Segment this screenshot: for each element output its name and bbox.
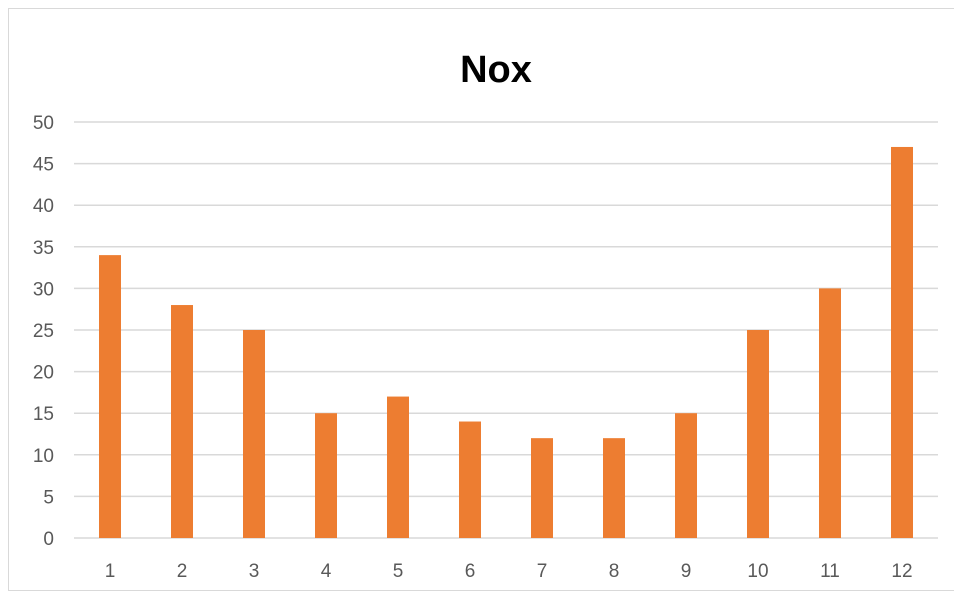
y-tick-label: 0	[43, 529, 54, 550]
y-tick-label: 20	[33, 363, 54, 384]
x-tick-label: 2	[177, 561, 188, 582]
bar-12	[891, 146, 913, 538]
bar-5	[387, 396, 409, 538]
x-tick-label: 10	[747, 561, 768, 582]
bar-7	[531, 438, 553, 538]
y-tick-label: 10	[33, 446, 54, 467]
y-tick-label: 50	[33, 113, 54, 134]
bar-11	[819, 288, 841, 538]
x-tick-label: 3	[249, 561, 260, 582]
bar-9	[675, 413, 697, 538]
y-tick-label: 5	[43, 487, 54, 508]
bar-2	[171, 305, 193, 538]
x-tick-label: 5	[393, 561, 404, 582]
bar-10	[747, 330, 769, 538]
x-tick-label: 8	[609, 561, 620, 582]
y-tick-label: 45	[33, 155, 54, 176]
y-tick-label: 35	[33, 238, 54, 259]
y-tick-label: 40	[33, 196, 54, 217]
x-tick-label: 7	[537, 561, 548, 582]
x-tick-label: 6	[465, 561, 476, 582]
bar-1	[99, 255, 121, 538]
gridlines	[74, 121, 938, 539]
bar-6	[459, 421, 481, 538]
bar-3	[243, 330, 265, 538]
y-tick-label: 30	[33, 279, 54, 300]
y-tick-label: 25	[33, 321, 54, 342]
bar-8	[603, 438, 625, 538]
bar-4	[315, 413, 337, 538]
x-tick-label: 9	[681, 561, 692, 582]
chart-title: Nox	[460, 49, 532, 91]
x-tick-label: 4	[321, 561, 332, 582]
x-axis-ticks: 1 2 3 4 5 6 7 8 9 10 11 12	[105, 561, 913, 582]
bars	[99, 146, 913, 538]
x-tick-label: 11	[820, 561, 840, 582]
y-tick-label: 15	[33, 404, 54, 425]
y-axis-ticks: 0 5 10 15 20 25 30 35 40 45 50	[33, 113, 54, 550]
x-tick-label: 1	[105, 561, 116, 582]
x-tick-label: 12	[891, 561, 912, 582]
